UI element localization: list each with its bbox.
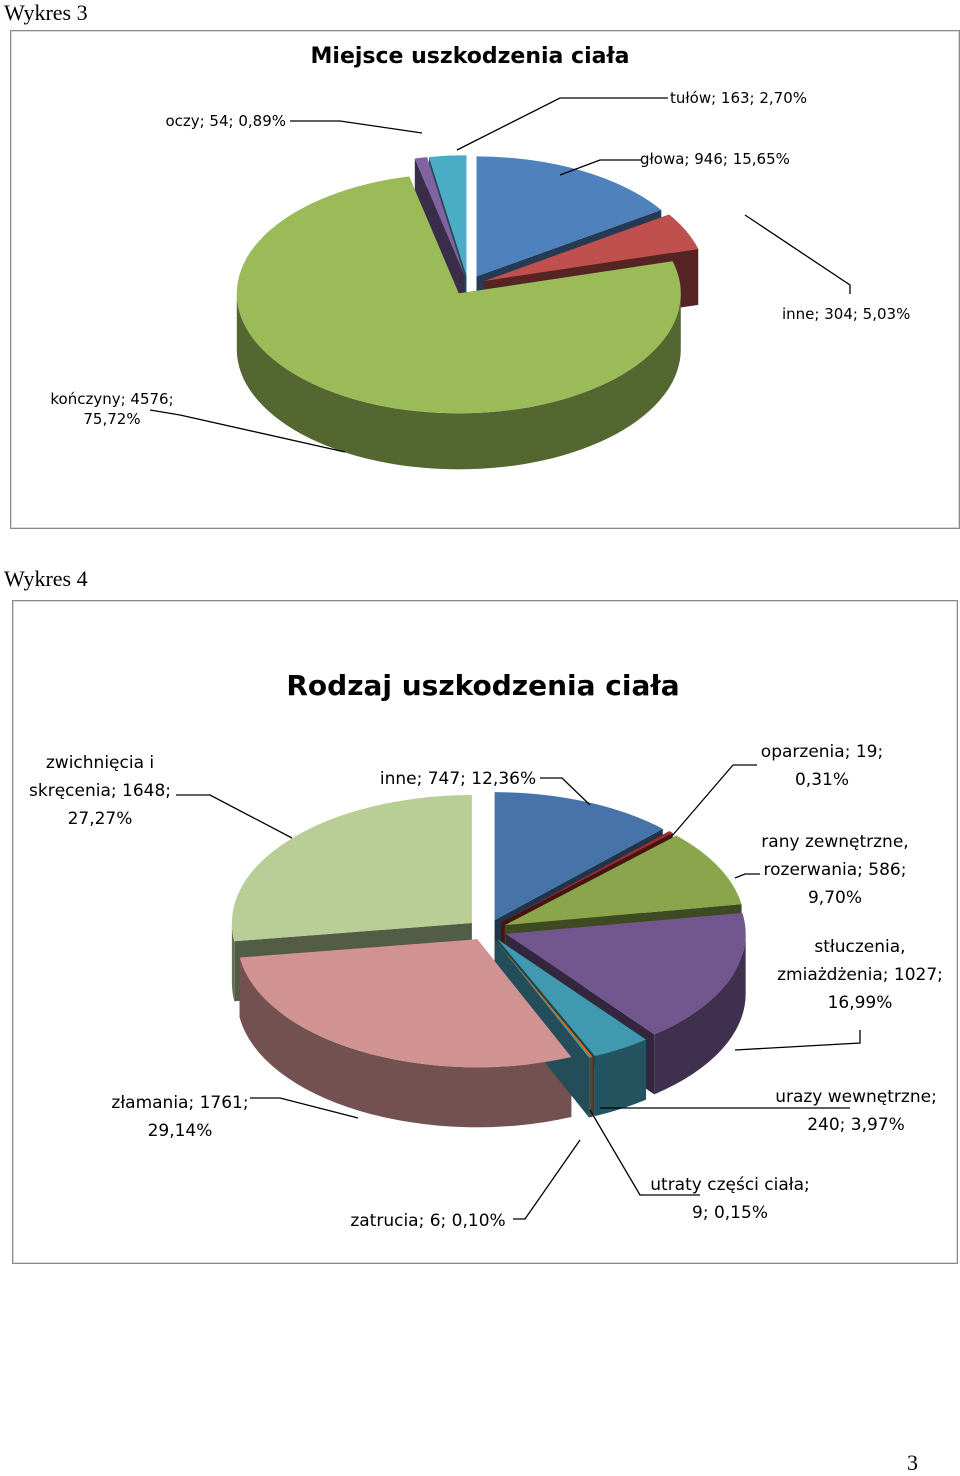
page-number: 3	[907, 1450, 918, 1475]
pie-slice-inne	[484, 214, 699, 281]
slice-side	[654, 933, 746, 1095]
data-label-stluczenia-zmiazdzenia: stłuczenia, zmiażdżenia; 1027; 16,99%	[777, 937, 943, 1013]
leader-line	[250, 1097, 359, 1119]
chart1-caption: Wykres 3	[4, 0, 88, 25]
data-label-rany-zewnetrzne-rozerwania: rany zewnętrzne, rozerwania; 586; 9,70%	[761, 832, 908, 908]
slice-side	[594, 1039, 647, 1117]
pie-slice-zlamania	[239, 939, 572, 1068]
data-label-glowa: głowa; 946; 15,65%	[640, 150, 790, 168]
pie-slice-rany-zewnetrzne-rozerwania	[504, 835, 742, 926]
leader-line	[149, 409, 346, 453]
chart2-caption: Wykres 4	[4, 566, 88, 591]
pie-slice-urazy-wewnetrzne	[497, 939, 647, 1057]
data-label-zwichniecia-i-skrecenia: zwichnięcia i skręcenia; 1648; 27,27%	[29, 753, 171, 829]
chart-title: Rodzaj uszkodzenia ciała	[286, 669, 679, 702]
pie-slice-konczyny	[236, 176, 681, 414]
slice-side	[236, 293, 681, 470]
data-label-zatrucia: zatrucia; 6; 0,10%	[350, 1211, 505, 1231]
data-label-inne: inne; 747; 12,36%	[380, 769, 536, 789]
leader-line	[540, 777, 591, 806]
data-label-zlamania: złamania; 1761; 29,14%	[111, 1093, 248, 1141]
pie-slice-stluczenia-zmiazdzenia	[505, 912, 746, 1035]
leader-line	[290, 120, 423, 134]
leader-line	[744, 214, 851, 294]
pie-slice-zatrucia	[494, 939, 591, 1058]
data-label-oczy: oczy; 54; 0,89%	[165, 112, 286, 130]
leader-line	[671, 764, 757, 837]
chart2-frame	[12, 600, 958, 1264]
pie-slice-inne	[494, 792, 663, 921]
data-label-utraty-czesci-ciala: utraty części ciała; 9; 0,15%	[650, 1175, 810, 1223]
data-label-oparzenia: oparzenia; 19; 0,31%	[761, 742, 883, 790]
data-label-urazy-wewnetrzne: urazy wewnętrzne; 240; 3,97%	[775, 1087, 937, 1135]
pie-slice-utraty-czesci-ciala	[495, 939, 593, 1058]
leader-line	[559, 159, 642, 176]
pie-slice-oparzenia	[501, 831, 673, 923]
data-label-inne: inne; 304; 5,03%	[782, 305, 910, 323]
chart-title: Miejsce uszkodzenia ciała	[311, 44, 630, 69]
slice-side	[589, 1057, 591, 1118]
leader-line	[176, 794, 293, 839]
pie-chart-1: Miejsce uszkodzenia ciała głowa; 946; 15,…	[50, 44, 910, 470]
data-label-tulow: tułów; 163; 2,70%	[670, 89, 807, 107]
slice-side	[239, 957, 572, 1128]
leader-line	[734, 1030, 861, 1051]
pie-chart-2: Rodzaj uszkodzenia ciała inne; 747; 12,36…	[29, 669, 943, 1231]
pie-slice-glowa	[476, 156, 662, 277]
leader-line	[734, 873, 760, 879]
slice-side	[231, 923, 235, 1002]
leader-line	[456, 97, 668, 151]
slice-side	[590, 1056, 593, 1118]
pie-slice-tulow	[429, 155, 467, 276]
pie-slice-oczy	[414, 157, 465, 276]
pie-slice-zwichniecia-i-skrecenia	[231, 795, 472, 942]
data-label-konczyny: kończyny; 4576; 75,72%	[50, 390, 173, 428]
leader-line	[589, 1109, 700, 1196]
leader-line	[513, 1139, 581, 1220]
